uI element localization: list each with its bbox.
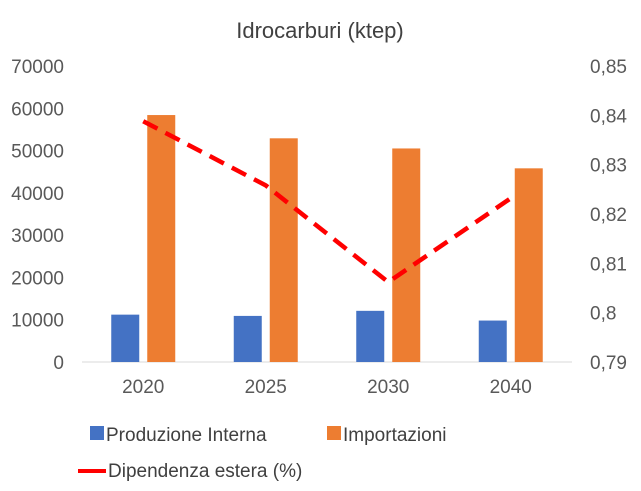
legend-label-importazioni: Importazioni	[343, 425, 447, 446]
right-tick-label: 0,8	[590, 304, 616, 325]
left-tick-label: 30000	[11, 226, 64, 247]
legend: Produzione Interna Importazioni Dipenden…	[78, 425, 447, 482]
left-tick-label: 20000	[11, 268, 64, 289]
x-axis-ticks: 2020 2025 2030 2040	[122, 377, 532, 398]
legend-swatch-produzione	[90, 426, 104, 440]
x-tick-label: 2030	[367, 377, 409, 398]
right-tick-label: 0,81	[590, 254, 627, 275]
legend-swatch-importazioni	[327, 426, 341, 440]
left-tick-label: 70000	[11, 57, 64, 78]
legend-label-dipendenza: Dipendenza estera (%)	[108, 461, 302, 482]
bar-produzione-2040	[478, 320, 507, 362]
right-tick-label: 0,84	[590, 106, 627, 127]
right-tick-label: 0,79	[590, 353, 627, 374]
right-tick-label: 0,82	[590, 205, 627, 226]
right-axis-ticks: 0,79 0,8 0,81 0,82 0,83 0,84 0,85	[590, 57, 627, 374]
bar-produzione-2020	[111, 314, 140, 362]
left-tick-label: 40000	[11, 184, 64, 205]
line-dipendenza-estera	[142, 119, 513, 285]
bar-importazioni-2030	[392, 148, 421, 362]
right-tick-label: 0,85	[590, 57, 627, 78]
left-tick-label: 0	[53, 353, 64, 374]
x-tick-label: 2025	[245, 377, 287, 398]
x-tick-label: 2020	[122, 377, 164, 398]
left-tick-label: 10000	[11, 311, 64, 332]
bar-importazioni-2020	[147, 115, 176, 363]
bars	[111, 115, 543, 363]
legend-label-produzione: Produzione Interna	[106, 425, 267, 446]
left-tick-label: 50000	[11, 142, 64, 163]
dependency-line	[142, 119, 513, 285]
left-tick-label: 60000	[11, 99, 64, 120]
x-tick-label: 2040	[490, 377, 532, 398]
bar-produzione-2030	[356, 310, 385, 362]
chart-title: Idrocarburi (ktep)	[236, 18, 404, 43]
bar-importazioni-2025	[269, 138, 298, 362]
left-axis-ticks: 0 10000 20000 30000 40000 50000 60000 70000	[11, 57, 64, 374]
bar-importazioni-2040	[514, 168, 543, 362]
bar-produzione-2025	[233, 315, 262, 362]
right-tick-label: 0,83	[590, 156, 627, 177]
